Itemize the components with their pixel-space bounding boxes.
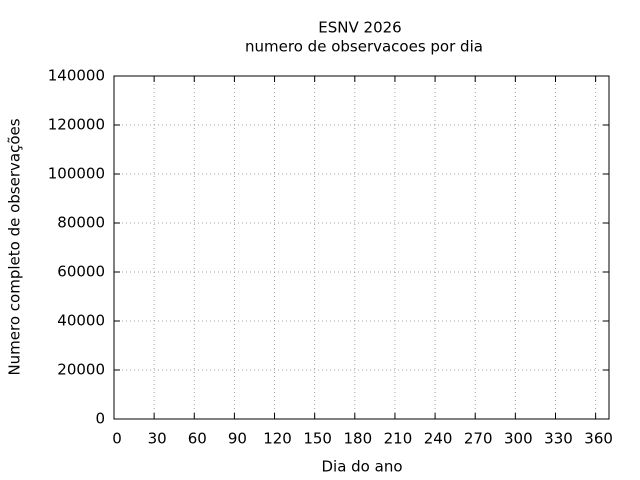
x-tick-label: 330 — [544, 430, 573, 448]
x-tick-label: 360 — [584, 430, 613, 448]
x-tick-label: 270 — [464, 430, 493, 448]
x-tick-label: 300 — [504, 430, 533, 448]
x-tick-label: 30 — [148, 430, 167, 448]
x-tick-label: 240 — [424, 430, 453, 448]
y-tick-label: 140000 — [48, 67, 105, 85]
x-tick-label: 60 — [188, 430, 207, 448]
y-tick-label: 80000 — [57, 214, 105, 232]
y-tick-label: 120000 — [48, 116, 105, 134]
x-tick-label: 150 — [303, 430, 332, 448]
y-tick-label: 0 — [95, 410, 105, 428]
y-tick-label: 20000 — [57, 361, 105, 379]
x-tick-label: 180 — [343, 430, 372, 448]
chart-title: ESNV 2026 — [318, 19, 401, 37]
x-tick-label: 0 — [112, 430, 122, 448]
x-tick-label: 120 — [263, 430, 292, 448]
x-tick-label: 210 — [384, 430, 413, 448]
y-tick-label: 40000 — [57, 312, 105, 330]
plot-border — [113, 75, 610, 420]
y-tick-label: 60000 — [57, 263, 105, 281]
y-axis-label: Numero completo de observações — [6, 118, 24, 375]
x-tick-label: 90 — [228, 430, 247, 448]
x-axis-label: Dia do ano — [321, 458, 402, 476]
y-tick-label: 100000 — [48, 165, 105, 183]
chart-subtitle: numero de observacoes por dia — [245, 38, 483, 56]
